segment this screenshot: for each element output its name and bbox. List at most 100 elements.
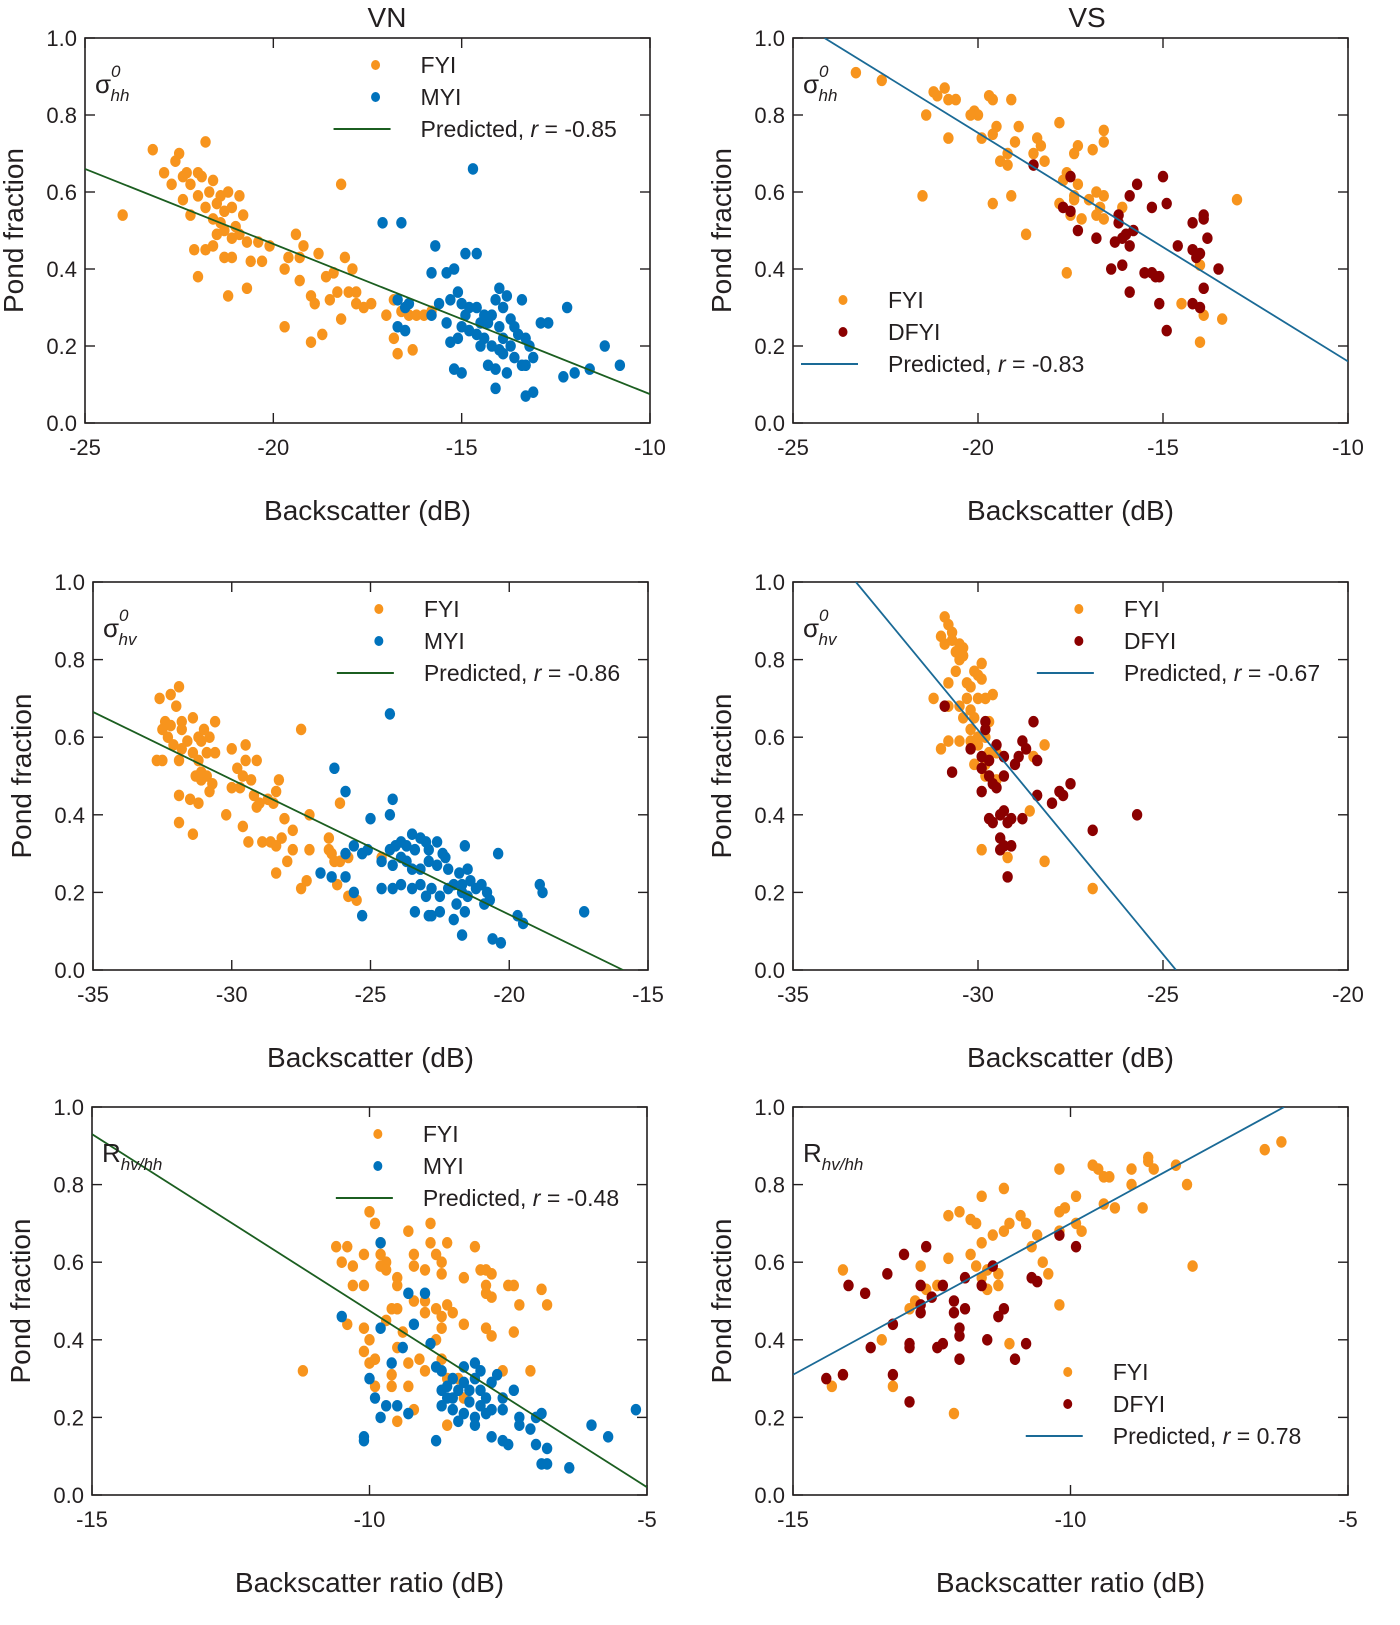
data-point-fyi: [270, 867, 282, 879]
data-point-myi: [462, 863, 473, 875]
data-point-myi: [460, 247, 471, 260]
series-dfyi: [939, 700, 1143, 883]
annotation-sub: hv/hh: [822, 1155, 864, 1174]
scatter-chart-vs-hh: -25 -20 -15 -10 0.0 0.2 0.4 0.6 0.8 1.0 Backscatte…: [706, 26, 1364, 526]
legend-r: r: [1234, 660, 1243, 686]
data-point-fyi: [204, 785, 215, 798]
data-point-fyi: [168, 739, 179, 751]
data-point-myi: [451, 898, 462, 910]
data-point-myi: [369, 1392, 381, 1404]
y-tick-label: 0.2: [46, 334, 77, 359]
data-point-myi: [329, 762, 340, 775]
data-point-fyi: [240, 739, 251, 751]
data-point-myi: [469, 1419, 481, 1431]
data-point-dfyi: [1106, 263, 1117, 275]
data-point-fyi: [826, 1380, 838, 1393]
data-point-myi: [497, 347, 509, 360]
data-point-fyi: [442, 1419, 453, 1431]
y-tick-label: 0.4: [53, 1328, 84, 1353]
data-point-fyi: [117, 209, 128, 221]
x-tick-label: -15: [76, 1507, 108, 1532]
annotation-sub: hv/hh: [121, 1155, 163, 1174]
data-point-fyi: [436, 1310, 447, 1323]
data-point-fyi: [928, 692, 939, 705]
data-point-myi: [564, 1462, 575, 1474]
data-point-fyi: [232, 762, 243, 775]
data-point-myi: [380, 1399, 392, 1412]
data-point-myi: [494, 320, 505, 333]
data-point-fyi: [358, 1279, 370, 1292]
data-point-fyi: [240, 754, 251, 767]
data-point-fyi: [408, 1295, 420, 1307]
data-point-myi: [456, 929, 468, 941]
y-tick-label: 0.6: [754, 180, 785, 205]
data-point-dfyi: [1124, 286, 1135, 298]
data-point-fyi: [837, 1264, 849, 1276]
data-point-dfyi: [1046, 797, 1058, 809]
data-point-dfyi: [1161, 197, 1172, 210]
data-point-fyi: [976, 673, 987, 685]
data-point-myi: [409, 843, 421, 856]
data-point-fyi: [1098, 136, 1109, 148]
data-point-myi: [479, 309, 490, 322]
data-point-fyi: [915, 1260, 926, 1272]
y-tick-label: 0.4: [754, 257, 785, 282]
data-point-myi: [480, 1407, 492, 1420]
data-point-fyi: [993, 1279, 1004, 1292]
data-point-fyi: [1126, 1178, 1137, 1191]
data-point-myi: [475, 340, 486, 352]
series-myi: [336, 1237, 642, 1474]
data-point-fyi: [171, 700, 182, 712]
data-point-fyi: [514, 1299, 525, 1311]
data-point-myi: [495, 937, 507, 949]
data-point-fyi: [207, 240, 219, 252]
data-point-myi: [423, 855, 434, 868]
x-axis-label: Backscatter (dB): [267, 1042, 474, 1073]
data-point-fyi: [436, 1268, 447, 1280]
data-point-dfyi: [991, 781, 1002, 794]
data-point-fyi: [965, 109, 976, 121]
data-point-fyi: [317, 328, 328, 341]
y-tick-label: 0.6: [754, 725, 785, 750]
data-point-dfyi: [959, 1271, 971, 1284]
data-point-myi: [431, 859, 443, 872]
data-point-fyi: [369, 1353, 381, 1365]
data-point-myi: [456, 367, 467, 379]
data-point-fyi: [1039, 855, 1050, 868]
y-tick-label: 0.0: [53, 1483, 84, 1508]
data-point-dfyi: [1065, 205, 1076, 218]
data-point-fyi: [147, 143, 158, 156]
data-point-fyi: [419, 1264, 431, 1276]
data-point-dfyi: [904, 1337, 915, 1350]
data-point-fyi: [486, 1291, 497, 1303]
data-point-dfyi: [1131, 178, 1143, 191]
y-tick-label: 0.2: [53, 1405, 84, 1430]
data-point-fyi: [207, 174, 219, 187]
data-point-myi: [512, 909, 523, 922]
data-point-fyi: [254, 797, 265, 809]
data-point-dfyi: [1054, 1229, 1065, 1241]
data-point-myi: [475, 1399, 486, 1412]
data-point-myi: [454, 867, 465, 879]
data-point-fyi: [987, 128, 998, 141]
data-point-myi: [340, 847, 351, 860]
data-point-myi: [464, 1396, 475, 1408]
data-point-dfyi: [976, 785, 987, 798]
data-point-fyi: [411, 309, 422, 322]
data-point-dfyi: [1009, 1353, 1021, 1365]
data-point-dfyi: [976, 762, 987, 775]
x-tick-label: -30: [216, 982, 248, 1007]
data-point-myi: [443, 863, 454, 875]
data-point-fyi: [245, 255, 256, 268]
data-point-fyi: [294, 251, 305, 264]
data-point-myi: [403, 297, 415, 310]
data-point-fyi: [998, 1225, 1010, 1237]
y-tick-label: 0.4: [754, 803, 785, 828]
data-point-dfyi: [1117, 259, 1128, 271]
data-point-fyi: [237, 770, 249, 782]
data-point-fyi: [173, 147, 185, 160]
data-point-fyi: [508, 1279, 519, 1292]
legend: FYI MYI Predicted, r = -0.48: [335, 1121, 619, 1211]
x-tick-label: -5: [1338, 1507, 1358, 1532]
data-point-myi: [431, 836, 443, 848]
